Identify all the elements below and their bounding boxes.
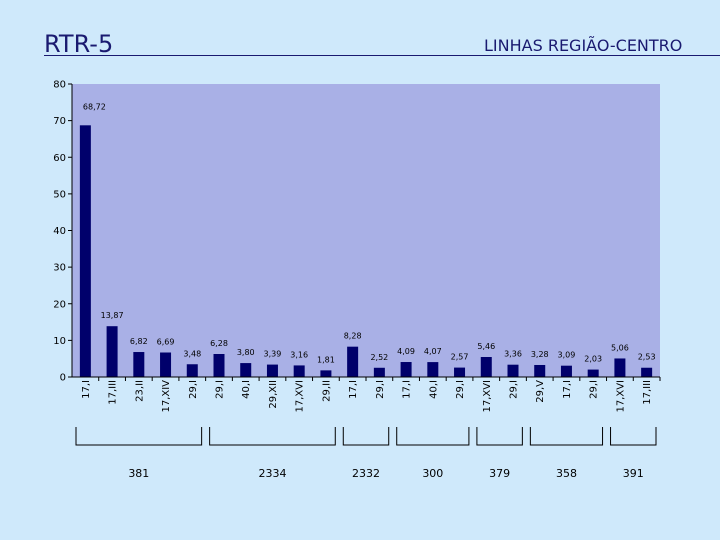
bar <box>614 358 626 377</box>
bar <box>186 364 198 377</box>
bar <box>534 364 546 377</box>
value-label: 3,80 <box>237 348 255 357</box>
bar <box>240 363 252 377</box>
group-bracket <box>396 427 470 446</box>
category-label: 17,XVI <box>615 380 626 413</box>
bar <box>320 370 332 377</box>
value-label: 2,53 <box>638 353 656 362</box>
y-tick-label: 80 <box>53 80 66 91</box>
value-label: 5,06 <box>611 343 629 352</box>
bar <box>454 367 466 377</box>
bar <box>133 352 145 377</box>
group-label: 358 <box>556 467 577 480</box>
group-bracket <box>342 427 390 446</box>
title-underline <box>44 55 720 56</box>
category-label: 29,II <box>321 380 332 402</box>
bar <box>106 326 118 377</box>
value-label: 4,07 <box>424 347 442 356</box>
category-label: 29,I <box>455 380 466 399</box>
y-tick-label: 20 <box>53 299 66 310</box>
category-label: 17,XVI <box>295 380 306 413</box>
category-label: 29,I <box>375 380 386 399</box>
value-label: 3,09 <box>558 351 576 360</box>
group-label: 300 <box>422 467 443 480</box>
category-label: 17,III <box>642 380 653 405</box>
value-label: 8,28 <box>344 332 362 341</box>
bar <box>160 352 172 377</box>
bar <box>507 364 519 377</box>
group-label: 379 <box>489 467 510 480</box>
group-bracket <box>610 427 657 446</box>
value-label: 6,28 <box>210 339 228 348</box>
page-title: RTR-5 <box>44 30 114 58</box>
bar <box>79 125 91 377</box>
bar <box>293 365 305 377</box>
bar <box>400 362 412 377</box>
y-tick-label: 70 <box>53 116 66 127</box>
category-label: 29,I <box>509 380 520 399</box>
group-label: 2334 <box>258 467 286 480</box>
value-label: 6,69 <box>157 337 175 346</box>
category-label: 29,XII <box>268 380 279 409</box>
value-label: 3,36 <box>504 350 522 359</box>
category-label: 29,I <box>589 380 600 399</box>
bar <box>480 357 492 377</box>
group-label: 391 <box>623 467 644 480</box>
value-label: 4,09 <box>397 347 415 356</box>
bar <box>213 353 225 377</box>
bar <box>587 369 599 377</box>
y-tick-label: 10 <box>53 336 66 347</box>
category-label: 17,I <box>402 380 413 399</box>
y-tick-label: 40 <box>53 226 66 237</box>
value-label: 6,82 <box>130 337 148 346</box>
category-label: 17,I <box>562 380 573 399</box>
value-label: 13,87 <box>101 311 124 320</box>
value-label: 3,39 <box>264 350 282 359</box>
bar <box>641 367 653 377</box>
value-label: 3,16 <box>290 350 308 359</box>
group-label: 381 <box>128 467 149 480</box>
value-label: 2,03 <box>584 355 602 364</box>
category-label: 17,III <box>108 380 119 405</box>
y-tick-label: 30 <box>53 263 66 274</box>
bar <box>347 346 359 377</box>
group-label: 2332 <box>352 467 380 480</box>
category-label: 17,I <box>81 380 92 399</box>
category-label: 40,I <box>428 380 439 399</box>
value-label: 3,28 <box>531 350 549 359</box>
category-label: 17,I <box>348 380 359 399</box>
category-label: 23,II <box>134 380 145 402</box>
y-tick-label: 60 <box>53 153 66 164</box>
bar <box>373 367 385 377</box>
bar <box>266 364 278 377</box>
bar <box>427 362 439 377</box>
y-tick-label: 50 <box>53 189 66 200</box>
group-bracket <box>476 427 523 446</box>
group-bracket <box>209 427 336 446</box>
y-tick-label: 0 <box>60 373 66 384</box>
group-bracket <box>529 427 604 446</box>
value-label: 3,48 <box>183 349 201 358</box>
category-label: 17,XVI <box>482 380 493 413</box>
category-label: 29,I <box>188 380 199 399</box>
category-label: 29,V <box>535 380 546 403</box>
bar <box>560 365 572 377</box>
chart-subtitle: LINHAS REGIÃO-CENTRO <box>484 36 683 55</box>
category-label: 17,XIV <box>161 380 172 413</box>
group-bracket <box>75 427 203 446</box>
plot-area <box>72 84 660 377</box>
value-label: 5,46 <box>477 342 495 351</box>
value-label: 2,52 <box>370 353 388 362</box>
value-label: 2,57 <box>451 353 469 362</box>
category-label: 29,I <box>215 380 226 399</box>
category-label: 40,I <box>241 380 252 399</box>
value-label: 68,72 <box>83 102 106 111</box>
value-label: 1,81 <box>317 355 335 364</box>
